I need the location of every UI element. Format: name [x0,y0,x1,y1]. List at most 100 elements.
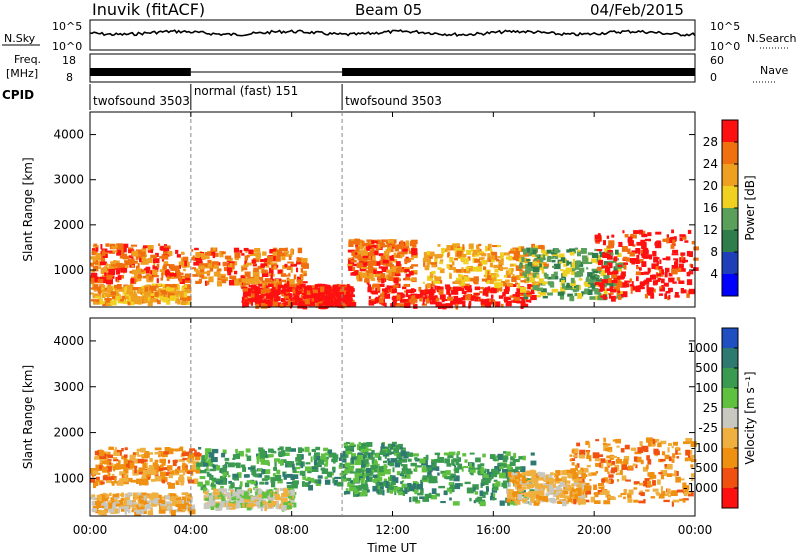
scatter-cell [150,293,157,298]
scatter-cell [168,502,172,508]
scatter-cell [241,278,248,283]
scatter-cell [140,499,144,504]
scatter-cell [175,502,182,508]
scatter-cell [434,458,438,463]
scatter-cell [389,475,393,481]
scatter-cell [136,509,141,514]
scatter-cell [529,276,535,283]
scatter-cell [475,467,481,470]
scatter-cell [449,257,454,263]
scatter-cell [271,482,276,488]
scatter-cell [658,493,665,499]
scatter-cell [272,273,275,277]
scatter-cell [547,276,554,280]
scatter-cell [368,299,375,306]
scatter-cell [293,274,297,280]
scatter-cell [144,480,148,486]
scatter-cell [381,239,388,243]
scatter-cell [500,256,503,259]
scatter-cell [636,266,640,270]
scatter-cell [638,267,642,271]
scatter-cell [159,464,164,468]
scatter-cell [631,281,634,286]
scatter-cell [276,296,281,301]
scatter-cell [594,500,601,504]
scatter-cell [99,276,107,281]
scatter-cell [578,494,586,498]
scatter-cell [598,486,605,489]
scatter-cell [616,292,621,296]
scatter-cell [113,284,119,289]
scatter-cell [401,251,408,255]
colorbar-tick-label: 12 [703,223,718,237]
scatter-cell [460,257,466,261]
scatter-cell [563,263,568,267]
scatter-cell [590,258,597,263]
scatter-cell [261,269,268,274]
scatter-cell [500,252,504,258]
scatter-cell [321,468,329,474]
scatter-cell [119,506,127,509]
scatter-cell [428,474,433,479]
scatter-cell [256,280,261,285]
scatter-cell [390,481,396,486]
scatter-cell [251,470,255,476]
scatter-cell [93,288,97,292]
scatter-cell [480,470,485,475]
scatter-cell [368,263,371,270]
scatter-cell [196,464,201,470]
scatter-cell [646,464,649,470]
scatter-cell [399,298,406,303]
scatter-cell [662,238,667,242]
scatter-cell [242,288,248,292]
time-axis: 00:00 04:00 08:00 12:00 16:00 20:00 00:00 [73,112,712,537]
scatter-cell [181,492,186,495]
scatter-cell [270,249,277,252]
scatter-cell [181,504,187,510]
scatter-cell [608,294,612,299]
scatter-cell [599,252,605,258]
scatter-cell [352,263,359,267]
scatter-cell [612,270,619,275]
scatter-cell [171,287,175,292]
scatter-cell [246,455,252,461]
scatter-cell [242,293,248,297]
scatter-cell [167,465,173,469]
scatter-cell [506,476,510,482]
scatter-cell [174,274,181,279]
scatter-cell [539,292,547,296]
scatter-cell [168,474,173,479]
scatter-cell [685,449,691,456]
scatter-cell [599,295,606,301]
scatter-cell [345,488,349,493]
scatter-cell [232,473,239,480]
scatter-cell [456,286,463,291]
scatter-cell [404,277,410,281]
scatter-cell [572,258,575,264]
scatter-cell [262,251,267,256]
scatter-cell [269,267,273,274]
scatter-cell [682,499,686,503]
scatter-cell [625,479,631,482]
scatter-cell [194,456,201,461]
scatter-cell [232,491,240,497]
scatter-cell [376,489,380,494]
scatter-cell [309,477,315,483]
scatter-cell [221,279,227,284]
scatter-cell [326,303,329,309]
scatter-cell [316,292,323,296]
scatter-cell [125,292,131,297]
scatter-cell [623,262,628,265]
scatter-cell [199,469,207,474]
scatter-cell [99,450,105,457]
scatter-cell [531,280,536,284]
scatter-cell [96,299,100,303]
scatter-cell [509,461,516,466]
scatter-cell [656,240,661,244]
scatter-cell [499,266,503,272]
scatter-cell [287,279,294,286]
scatter-cell [658,266,663,271]
scatter-cell [298,300,306,305]
scatter-cell [374,267,377,271]
scatter-cell [180,292,185,298]
